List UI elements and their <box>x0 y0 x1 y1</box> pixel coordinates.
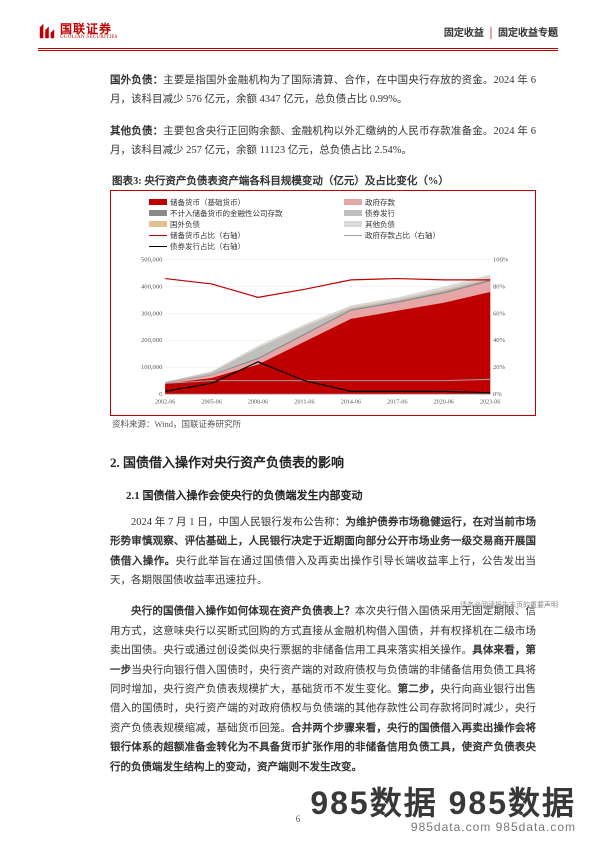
svg-text:40%: 40% <box>493 337 506 344</box>
legend-swatch <box>149 246 167 247</box>
para-foreign-liab: 国外负债：主要是指国外金融机构为了国际清算、合作，在中国央行存放的资金。2024… <box>110 71 536 110</box>
chart-title: 图表3: 央行资产负债表资产端各科目规模变动（亿元）及占比变化（%） <box>110 173 536 188</box>
svg-text:2014-06: 2014-06 <box>341 399 361 405</box>
header-sep: │ <box>487 28 494 39</box>
legend-item: 储备货币（基础货币） <box>149 197 332 208</box>
legend-label: 政府存款 <box>365 197 395 208</box>
chart-title-text: 央行资产负债表资产端各科目规模变动（亿元）及占比变化（%） <box>144 176 449 187</box>
para1-rest: 主要是指国外金融机构为了国际清算、合作，在中国央行存放的资金。2024 年 6 … <box>110 75 536 105</box>
para2-rest: 主要包含央行正回购余额、金融机构以外汇缴纳的人民币存款准备金。2024 年 6 … <box>110 126 536 156</box>
p3a: 2024 年 7 月 1 日，中国人民银行发布公告称： <box>131 517 346 528</box>
svg-text:2020-06: 2020-06 <box>434 399 454 405</box>
legend-swatch <box>149 199 167 205</box>
legend-item: 储备货币占比（右轴） <box>149 230 332 241</box>
legend-label: 其他负债 <box>365 219 395 230</box>
svg-text:0: 0 <box>159 391 163 398</box>
svg-text:2005-06: 2005-06 <box>201 399 221 405</box>
legend-item: 债券发行 <box>344 208 527 219</box>
svg-text:500,000: 500,000 <box>141 256 163 263</box>
svg-text:80%: 80% <box>493 283 506 290</box>
svg-text:60%: 60% <box>493 310 506 317</box>
legend-swatch <box>344 199 362 205</box>
legend-label: 债券发行 <box>365 208 395 219</box>
svg-text:2011-06: 2011-06 <box>294 399 314 405</box>
chart-label: 图表3: <box>112 176 142 187</box>
legend-label: 政府存款占比（右轴） <box>365 230 440 241</box>
chart-box: 储备货币（基础货币） 政府存款不计入储备货币的金融性公司存款 债券发行国外负债 其他负… <box>110 190 536 416</box>
chart-legend: 储备货币（基础货币） 政府存款不计入储备货币的金融性公司存款 债券发行国外负债 其他负… <box>119 197 527 252</box>
side-note: 请务必阅读报告末页的重要声明 <box>460 600 558 610</box>
legend-swatch <box>344 210 362 216</box>
legend-swatch <box>344 235 362 236</box>
p4a: 央行的国债借入操作如何体现在资产负债表上？ <box>131 606 355 617</box>
svg-text:20%: 20% <box>493 364 506 371</box>
logo: 国联证券 GUOLIAN SECURITIES <box>38 22 118 40</box>
svg-text:400,000: 400,000 <box>141 283 163 290</box>
svg-text:100,000: 100,000 <box>141 364 163 371</box>
header-rule-1 <box>38 48 558 49</box>
logo-en: GUOLIAN SECURITIES <box>60 35 118 40</box>
legend-item: 政府存款占比（右轴） <box>344 230 527 241</box>
legend-item: 其他负债 <box>344 219 527 230</box>
legend-item: 不计入储备货币的金融性公司存款 <box>149 208 332 219</box>
section-h3: 2.1 国债借入操作会使央行的负债端发生内部变动 <box>110 487 536 503</box>
svg-text:0%: 0% <box>493 391 502 398</box>
header-section: 固定收益 │ 固定收益专题 <box>444 24 558 39</box>
legend-label: 债券发行占比（右轴） <box>170 241 245 252</box>
para3: 2024 年 7 月 1 日，中国人民银行发布公告称：为维护债券市场稳健运行，在… <box>110 513 536 591</box>
legend-swatch <box>149 210 167 216</box>
watermark: 985数据 985数据 985data.com 985data.com <box>310 778 576 834</box>
svg-text:100%: 100% <box>493 256 509 263</box>
svg-text:2002-06: 2002-06 <box>155 399 175 405</box>
legend-label: 不计入储备货币的金融性公司存款 <box>170 208 283 219</box>
p4e: 第二步， <box>398 684 441 695</box>
legend-swatch <box>344 221 362 227</box>
para2-bold: 其他负债： <box>110 126 163 137</box>
svg-text:2008-06: 2008-06 <box>248 399 268 405</box>
legend-label: 储备货币占比（右轴） <box>170 230 245 241</box>
logo-icon <box>38 22 56 40</box>
para1-bold: 国外负债： <box>110 75 163 86</box>
svg-text:300,000: 300,000 <box>141 310 163 317</box>
legend-swatch <box>149 221 167 227</box>
legend-item: 政府存款 <box>344 197 527 208</box>
para-other-liab: 其他负债：主要包含央行正回购余额、金融机构以外汇缴纳的人民币存款准备金。2024… <box>110 122 536 161</box>
chart-svg: 0100,000200,000300,000400,000500,0000%20… <box>119 256 527 411</box>
header-section-right: 固定收益专题 <box>498 28 558 39</box>
svg-text:2023-06: 2023-06 <box>480 399 500 405</box>
legend-label: 储备货币（基础货币） <box>170 197 245 208</box>
svg-text:200,000: 200,000 <box>141 337 163 344</box>
watermark-main: 985数据 985数据 <box>310 785 576 821</box>
svg-text:2017-06: 2017-06 <box>387 399 407 405</box>
legend-item: 国外负债 <box>149 219 332 230</box>
chart-source: 资料来源：Wind，国联证券研究所 <box>110 418 536 430</box>
content: 国外负债：主要是指国外金融机构为了国际清算、合作，在中国央行存放的资金。2024… <box>0 51 596 777</box>
page-header: 国联证券 GUOLIAN SECURITIES 固定收益 │ 固定收益专题 <box>0 0 596 44</box>
section-h2: 2. 国债借入操作对央行资产负债表的影响 <box>110 452 536 471</box>
legend-swatch <box>149 235 167 236</box>
watermark-sub: 985data.com 985data.com <box>310 820 576 834</box>
legend-label: 国外负债 <box>170 219 200 230</box>
para4: 央行的国债借入操作如何体现在资产负债表上？本次央行借入国债采用无固定期限、信用方… <box>110 602 536 777</box>
legend-item: 债券发行占比（右轴） <box>149 241 332 252</box>
header-section-left: 固定收益 <box>444 28 484 39</box>
logo-cn: 国联证券 <box>60 23 118 35</box>
